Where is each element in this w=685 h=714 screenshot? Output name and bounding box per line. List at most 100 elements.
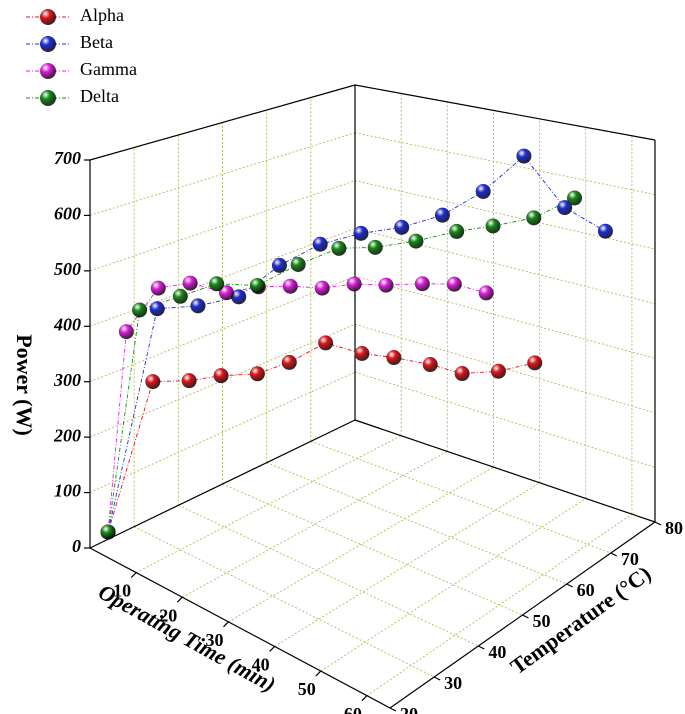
- data-point: [475, 183, 491, 199]
- data-point: [353, 225, 369, 241]
- tick-mark: [361, 695, 368, 702]
- legend-marker: [40, 90, 56, 106]
- grid-line: [354, 180, 656, 250]
- grid-line: [89, 180, 356, 272]
- data-point: [150, 280, 166, 296]
- z-tick-label: 0: [72, 536, 81, 556]
- data-point: [567, 190, 583, 206]
- z-tick-label: 600: [54, 204, 81, 224]
- z-tick-label: 700: [54, 148, 81, 168]
- tick-mark: [269, 646, 276, 652]
- z-axis-title: Power (W): [12, 334, 37, 436]
- data-point: [149, 301, 165, 317]
- data-point: [182, 275, 198, 291]
- data-point: [490, 363, 506, 379]
- data-point: [557, 200, 573, 216]
- data-point: [312, 236, 328, 252]
- y-axis-title: Temperature (°C): [506, 561, 656, 679]
- series-line: [107, 342, 535, 533]
- data-point: [449, 223, 465, 239]
- legend: Alpha Beta Gamma Delta: [26, 5, 137, 106]
- data-point: [434, 207, 450, 223]
- x-tick-label: 50: [298, 679, 316, 699]
- plot-area: [100, 148, 613, 540]
- axis-line: [354, 419, 656, 523]
- z-tick-label: 300: [53, 370, 81, 390]
- data-point: [367, 239, 383, 255]
- legend-marker: [40, 63, 56, 79]
- grid-line: [182, 450, 448, 598]
- data-point: [118, 324, 134, 340]
- data-point: [526, 210, 542, 226]
- data-point: [281, 354, 297, 370]
- data-point: [597, 223, 613, 239]
- data-point: [282, 278, 298, 294]
- grid-line: [354, 275, 656, 359]
- data-point: [231, 289, 247, 305]
- x-tick-label: 10: [113, 581, 131, 601]
- data-point: [181, 373, 197, 389]
- tick-mark: [389, 707, 397, 712]
- axis-line: [89, 419, 356, 549]
- tick-mark: [478, 645, 485, 650]
- grid-line: [266, 462, 567, 585]
- axis-line: [89, 84, 356, 161]
- z-tick-label: 200: [53, 425, 81, 445]
- x-tick-label: 60: [344, 704, 362, 714]
- z-tick-label: 500: [54, 259, 81, 279]
- data-point: [394, 219, 410, 235]
- grid-line: [354, 132, 656, 196]
- tick-mark: [223, 621, 229, 628]
- data-point: [414, 276, 430, 292]
- data-point: [249, 366, 265, 382]
- y-tick-label: 60: [577, 580, 595, 600]
- data-point: [290, 256, 306, 272]
- y-tick-label: 40: [488, 642, 506, 662]
- grid-line: [222, 483, 523, 616]
- data-point: [378, 277, 394, 293]
- x-axis-title: Operating Time (min): [94, 579, 280, 697]
- data-point: [314, 280, 330, 296]
- legend-label: Beta: [80, 32, 113, 52]
- tick-mark: [176, 596, 183, 603]
- data-point: [478, 285, 494, 301]
- data-point: [527, 355, 543, 371]
- data-point: [346, 276, 362, 292]
- tick-mark: [433, 676, 441, 681]
- legend-label: Delta: [80, 86, 119, 106]
- data-point: [190, 298, 206, 314]
- tick-mark: [130, 572, 137, 579]
- data-point: [218, 285, 234, 301]
- legend-label: Alpha: [80, 5, 124, 25]
- data-point: [446, 276, 462, 292]
- data-point: [516, 148, 532, 164]
- data-point: [100, 524, 116, 540]
- data-point: [386, 350, 402, 366]
- data-point: [213, 368, 229, 384]
- tick-mark: [522, 614, 529, 619]
- y-tick-label: 50: [533, 611, 551, 631]
- grid-line: [89, 371, 356, 493]
- data-point: [331, 240, 347, 256]
- axis-line: [89, 547, 391, 709]
- legend-marker: [40, 9, 56, 25]
- data-point: [132, 302, 148, 318]
- data-point: [271, 257, 287, 273]
- data-point: [408, 233, 424, 249]
- x-tick-label: 20: [159, 605, 177, 625]
- legend-marker: [40, 36, 56, 52]
- y-tick-label: 30: [444, 673, 462, 693]
- grid-line: [133, 526, 435, 678]
- series-line: [107, 282, 487, 533]
- tick-mark: [654, 521, 662, 526]
- data-point: [422, 357, 438, 373]
- grid-line: [310, 440, 611, 554]
- data-point: [454, 366, 470, 382]
- data-point: [249, 277, 265, 293]
- grid-line: [320, 498, 587, 672]
- grid-line: [228, 466, 494, 623]
- z-tick-label: 100: [54, 481, 81, 501]
- tick-mark: [610, 552, 618, 557]
- data-point: [172, 288, 188, 304]
